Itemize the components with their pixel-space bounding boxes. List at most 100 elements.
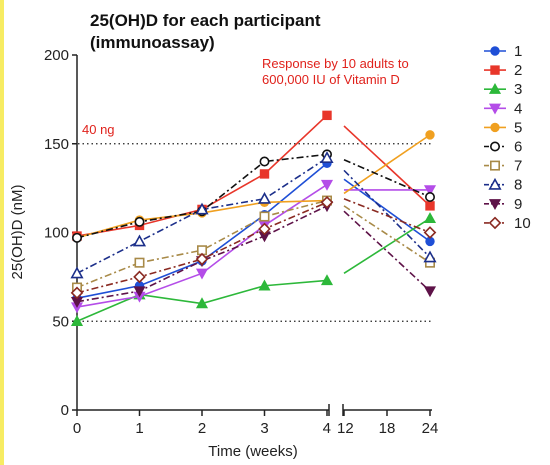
legend-label-2: 2	[514, 62, 522, 79]
annotation-line-1: Response by 10 adults to	[262, 56, 409, 71]
series-3-point-w0	[70, 315, 84, 326]
series-4-point-w24	[423, 185, 437, 197]
series-10-point-w0	[70, 286, 84, 300]
legend-label-8: 8	[514, 177, 522, 194]
legend-label-10: 10	[514, 215, 531, 232]
series-10-point-w4	[320, 195, 334, 209]
legend-marker-8	[488, 177, 502, 190]
series-10	[70, 195, 437, 300]
legend-item-10: 10	[484, 215, 531, 232]
series-2-line-weeks-12-24	[343, 125, 431, 207]
y-tick-label-50: 50	[52, 313, 69, 330]
legend-marker-9	[488, 199, 502, 211]
series-6-point-w1	[134, 216, 145, 227]
series-3-point-w4	[320, 274, 334, 286]
legend-marker-4	[488, 103, 502, 115]
series-3-line-weeks-12-24	[343, 217, 431, 274]
series-10-line-weeks-12-24	[343, 198, 431, 234]
series-8-point-w24	[423, 250, 437, 263]
series-2	[72, 110, 435, 241]
legend-item-3: 3	[484, 81, 522, 98]
chart-title: 25(OH)D for each participant	[90, 11, 321, 30]
x-tick-label-1: 1	[135, 420, 143, 437]
series-10-point-w1	[133, 270, 146, 284]
legend-label-1: 1	[514, 43, 522, 60]
legend-item-4: 4	[484, 100, 522, 117]
x-tick-label-3: 3	[260, 420, 268, 437]
series-3-point-w2	[195, 297, 209, 309]
series-10-line-weeks-0-4	[76, 201, 328, 294]
legend-label-9: 9	[514, 196, 522, 213]
series-7-line-weeks-12-24	[343, 205, 431, 264]
legend: 1 2 3 4 5 6 7 8 9 10	[484, 43, 531, 232]
legend-marker-10	[488, 216, 502, 230]
series-9	[70, 201, 437, 308]
legend-marker-2	[490, 65, 500, 75]
x-tick-label-0: 0	[73, 420, 81, 437]
legend-item-2: 2	[484, 62, 522, 79]
x-tick-label-2: 2	[198, 420, 206, 437]
series-6-line-weeks-12-24	[343, 158, 431, 198]
series-8-point-w3	[257, 191, 272, 204]
series-9-point-w1	[133, 286, 146, 298]
x-tick-label-12: 12	[337, 420, 354, 437]
left-edge-strip	[0, 0, 4, 465]
series-8-point-w1	[132, 234, 147, 247]
series-8-point-w4	[320, 151, 334, 163]
y-tick-label-100: 100	[44, 225, 69, 242]
legend-item-6: 6	[484, 139, 522, 156]
series-9-line-weeks-12-24	[343, 210, 431, 292]
x-tick-label-18: 18	[379, 420, 396, 437]
series-4-point-w2	[195, 268, 209, 280]
series-7-point-w3	[259, 211, 270, 222]
series-3-point-w24	[423, 212, 437, 223]
series-2-point-w4	[322, 110, 332, 121]
series-5-line-weeks-12-24	[343, 134, 431, 195]
legend-label-3: 3	[514, 81, 522, 98]
legend-label-4: 4	[514, 100, 522, 117]
series-5-point-w24	[425, 130, 435, 140]
x-tick-label-24: 24	[422, 420, 439, 437]
series-8-line-weeks-12-24	[343, 169, 431, 258]
series-10-point-w2	[195, 252, 209, 266]
series-6-point-w0	[72, 232, 83, 243]
legend-item-8: 8	[484, 177, 522, 194]
legend-item-9: 9	[484, 196, 522, 213]
legend-item-5: 5	[484, 119, 522, 136]
series-9-point-w24	[423, 286, 437, 298]
series-4-point-w4	[320, 179, 334, 191]
series-6-point-w24	[424, 192, 435, 203]
annotation-line-2: 600,000 IU of Vitamin D	[262, 72, 400, 87]
y-tick-label-150: 150	[44, 136, 69, 153]
y-tick-label-200: 200	[44, 47, 69, 64]
series-10-point-w24	[423, 226, 437, 239]
series-8-point-w2	[195, 202, 209, 215]
legend-marker-7	[489, 160, 500, 171]
series-7-point-w1	[134, 257, 145, 268]
series-3-point-w3	[258, 279, 271, 291]
series-4	[70, 179, 437, 314]
reference-label: 40 ng	[82, 122, 115, 137]
series-10-point-w3	[258, 222, 271, 236]
legend-marker-5	[490, 122, 500, 133]
series-6-point-w3	[259, 156, 270, 167]
x-axis-title: Time (weeks)	[208, 443, 297, 460]
series-1-line-weeks-12-24	[343, 178, 431, 243]
legend-marker-3	[488, 82, 502, 94]
series-6-line-weeks-0-4	[76, 153, 328, 239]
series-2-point-w3	[259, 169, 270, 179]
series-7	[72, 195, 435, 293]
y-axis-title: 25(OH)D (nM)	[9, 184, 26, 279]
legend-label-5: 5	[514, 119, 522, 136]
chart-subtitle: (immunoassay)	[90, 33, 215, 52]
x-tick-label-4: 4	[323, 420, 331, 437]
series-8	[70, 151, 437, 279]
legend-label-6: 6	[514, 139, 522, 156]
reference-lines	[78, 143, 432, 322]
series-group	[70, 110, 437, 326]
legend-marker-6	[489, 141, 500, 152]
legend-item-1: 1	[484, 43, 522, 60]
